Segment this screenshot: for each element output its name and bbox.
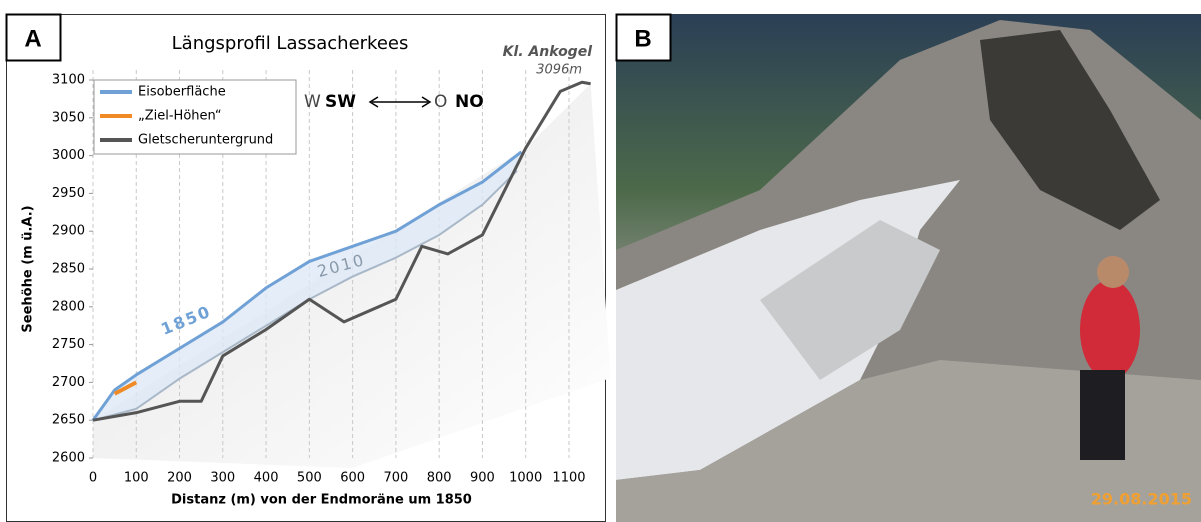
x-tick-label: 1000 (509, 471, 542, 486)
x-tick-label: 200 (167, 471, 192, 486)
y-tick-label: 2800 (52, 299, 85, 314)
panel-label: A (24, 25, 41, 52)
x-tick-label: 400 (254, 471, 279, 486)
x-tick-label: 700 (383, 471, 408, 486)
y-tick-label: 2650 (52, 413, 85, 428)
photo-date: 29.08.2015 (1091, 490, 1192, 509)
y-tick-label: 3100 (52, 73, 85, 88)
direction: SW (325, 92, 356, 112)
y-tick-label: 2850 (52, 262, 85, 277)
legend-label: Eisoberfläche (138, 85, 226, 100)
direction: O (434, 92, 447, 112)
y-tick-label: 2750 (52, 337, 85, 352)
y-tick-label: 2950 (52, 186, 85, 201)
hiker-jacket (1080, 280, 1140, 380)
x-tick-label: 900 (470, 471, 495, 486)
y-tick-label: 3000 (52, 148, 85, 163)
direction: W (304, 92, 321, 112)
x-tick-label: 0 (89, 471, 97, 486)
figure: 0 100 200 300 400 500 600 700 800 900 1000 1100 2600… (0, 0, 1201, 522)
legend-label: Gletscheruntergrund (138, 133, 273, 148)
peak-height: 3096m (536, 63, 582, 78)
photo (616, 14, 1201, 522)
x-tick-label: 1100 (552, 471, 585, 486)
direction: NO (455, 92, 484, 112)
y-axis-label: Seehöhe (m ü.A.) (21, 205, 36, 332)
x-axis-label: Distanz (m) von der Endmoräne um 1850 (171, 493, 472, 508)
x-tick-label: 300 (210, 471, 235, 486)
hiker-head (1097, 256, 1129, 288)
y-tick-label: 2700 (52, 375, 85, 390)
y-tick-label: 2900 (52, 224, 85, 239)
x-tick-label: 500 (297, 471, 322, 486)
peak-name: Kl. Ankogel (503, 44, 593, 60)
hiker-legs (1080, 370, 1125, 460)
chart-title: Längsprofil Lassacherkees (172, 33, 409, 54)
y-tick-label: 3050 (52, 110, 85, 125)
x-tick-label: 600 (340, 471, 365, 486)
x-tick-label: 800 (427, 471, 452, 486)
x-tick-label: 100 (124, 471, 149, 486)
y-tick-label: 2600 (52, 451, 85, 466)
panel-label: B (634, 25, 651, 52)
legend-label: „Ziel-Höhen“ (138, 109, 222, 124)
page: 0 100 200 300 400 500 600 700 800 900 1000 1100 2600… (0, 0, 1201, 522)
